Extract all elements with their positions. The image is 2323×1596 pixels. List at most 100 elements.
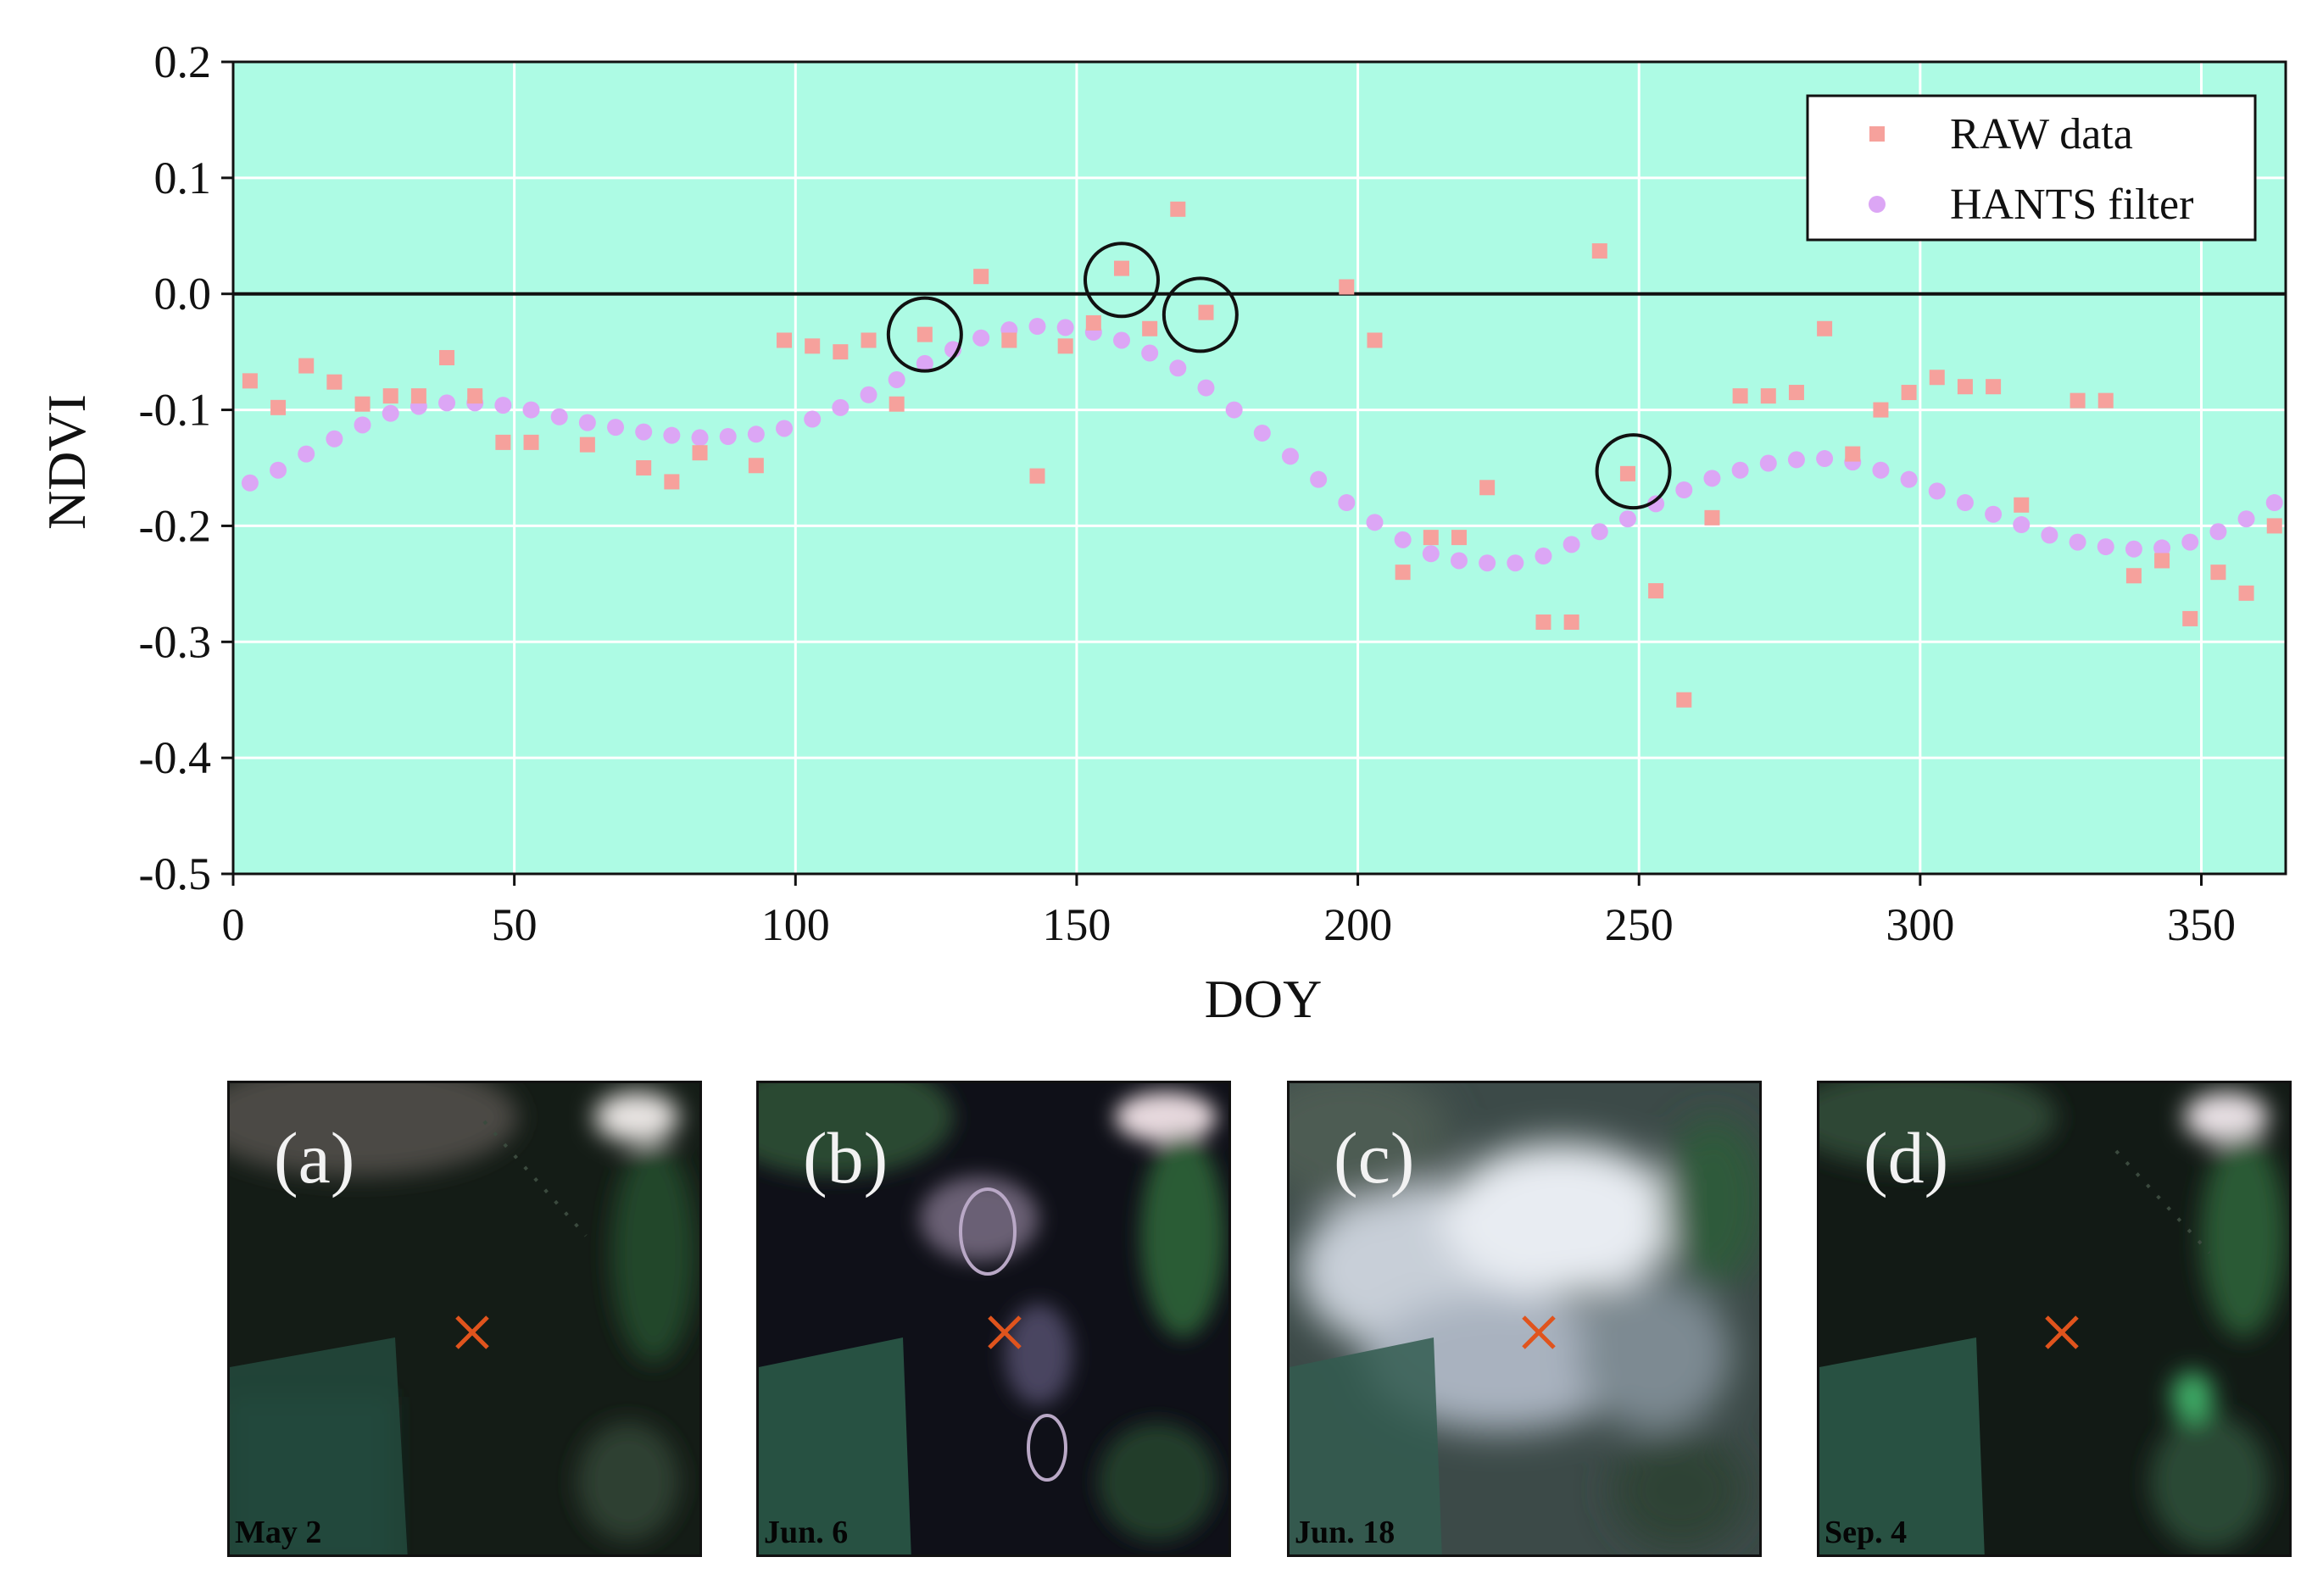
hants-point <box>438 394 456 412</box>
raw-point <box>664 474 680 490</box>
hants-point <box>1169 359 1187 377</box>
raw-point <box>1395 564 1411 581</box>
raw-point <box>1479 480 1496 496</box>
hants-point <box>1647 495 1665 513</box>
y-axis-ticks: -0.5 -0.4 -0.3 -0.2 -0.1 0.0 0.1 0.2 <box>139 36 233 899</box>
raw-point <box>523 434 539 450</box>
raw-point <box>1817 320 1833 336</box>
raw-point <box>1029 468 1045 484</box>
satellite-panel-b: (b) Jun. 6 <box>756 1081 1231 1557</box>
hants-point <box>860 386 877 403</box>
raw-point <box>861 332 877 348</box>
hants-point <box>1507 554 1524 572</box>
target-cross-icon <box>1522 1315 1556 1349</box>
target-cross-icon <box>2045 1315 2079 1349</box>
satellite-image-d <box>1819 1083 2289 1554</box>
raw-point <box>1113 260 1129 276</box>
panel-date-b: Jun. 6 <box>764 1515 849 1550</box>
hants-point <box>1928 482 1946 500</box>
raw-point <box>2238 585 2254 601</box>
raw-point <box>1142 320 1158 336</box>
hants-point <box>635 423 653 441</box>
raw-point <box>326 374 343 390</box>
hants-point <box>1787 451 1805 469</box>
hants-point <box>1675 481 1693 499</box>
hants-point <box>2097 538 2114 556</box>
hants-point <box>719 428 737 446</box>
ndvi-chart: 0 50 100 150 200 250 300 350 -0.5-0.4-0.3-0.2-0… <box>36 36 2287 1029</box>
hants-point <box>1112 331 1130 349</box>
hants-point <box>494 397 512 414</box>
x-axis-title: DOY <box>1205 969 1323 1029</box>
raw-point <box>2070 392 2086 409</box>
raw-point <box>2182 610 2198 626</box>
raw-point <box>1704 509 1720 526</box>
raw-point <box>410 388 426 404</box>
hants-point <box>2209 523 2227 541</box>
hants-point <box>1872 461 1890 479</box>
satellite-image-a <box>230 1083 699 1554</box>
raw-point <box>777 332 793 348</box>
raw-series <box>242 201 2282 708</box>
hants-point <box>1310 470 1328 488</box>
hants-point <box>2153 539 2171 557</box>
legend-hants-marker <box>1869 196 1886 213</box>
hants-point <box>578 414 596 431</box>
raw-point <box>748 458 764 474</box>
raw-point <box>1563 614 1579 631</box>
hants-point <box>804 410 822 428</box>
legend: RAW data HANTS filter <box>1806 94 2257 242</box>
hants-point <box>916 354 933 372</box>
raw-point <box>1901 385 1917 401</box>
raw-point <box>298 358 315 374</box>
hants-point <box>1759 454 1777 472</box>
panel-label-b: (b) <box>803 1117 889 1198</box>
hants-point <box>1590 523 1608 541</box>
hants-point <box>550 408 568 425</box>
hants-point <box>1900 470 1918 488</box>
hants-point <box>354 416 371 434</box>
raw-point <box>1339 279 1355 295</box>
target-cross-icon <box>988 1315 1022 1349</box>
panel-label-c: (c) <box>1334 1117 1415 1198</box>
hants-point <box>747 425 765 443</box>
legend-raw-label: RAW data <box>1950 110 2133 158</box>
raw-point <box>2266 518 2282 534</box>
raw-point <box>1873 402 1889 418</box>
raw-point <box>1170 201 1186 217</box>
hants-point <box>2265 494 2283 512</box>
y-tick-label: 0.0 <box>154 269 212 320</box>
raw-point <box>382 388 398 404</box>
hants-point <box>663 426 681 444</box>
satellite-panel-c: (c) Jun. 18 <box>1287 1081 1762 1557</box>
legend-box <box>1806 94 2257 242</box>
raw-point <box>579 437 595 453</box>
target-cross-icon <box>455 1315 489 1349</box>
raw-point <box>1788 385 1804 401</box>
hants-point <box>1618 510 1636 528</box>
hants-point <box>1366 514 1384 531</box>
hants-point <box>832 398 850 416</box>
annotation-circle <box>1595 433 1672 510</box>
y-tick-label: -0.3 <box>139 616 211 667</box>
hants-point <box>270 461 287 479</box>
raw-point <box>889 396 905 412</box>
hants-point <box>1703 470 1721 487</box>
raw-point <box>439 349 455 365</box>
raw-point <box>2097 392 2114 409</box>
raw-point <box>354 396 370 412</box>
raw-point <box>1732 388 1748 404</box>
raw-point <box>1535 614 1551 631</box>
hants-point <box>2125 540 2142 558</box>
annotation-circles <box>886 242 1672 510</box>
hants-point <box>2181 533 2199 551</box>
hants-point <box>1422 545 1440 563</box>
hants-point <box>607 419 625 437</box>
raw-point <box>2210 564 2226 581</box>
hants-point <box>1816 450 1834 468</box>
hants-point <box>298 445 315 463</box>
raw-point <box>1085 314 1101 331</box>
hants-point <box>776 420 794 437</box>
y-tick-label: -0.2 <box>139 500 211 551</box>
satellite-panel-d: (d) Sep. 4 <box>1817 1081 2292 1557</box>
